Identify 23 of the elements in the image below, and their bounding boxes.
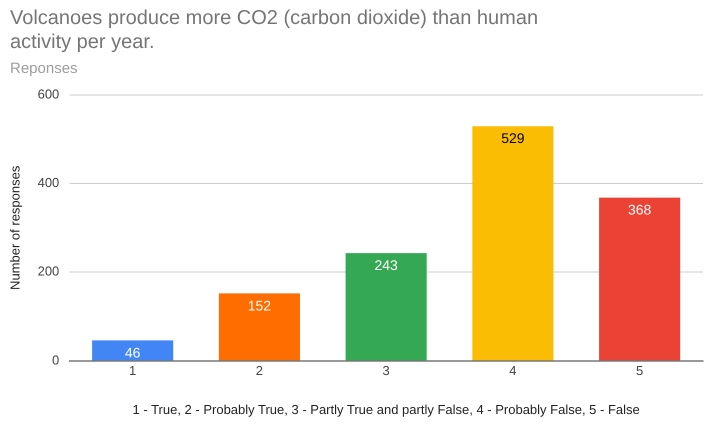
x-tick-label: 3	[382, 363, 390, 378]
bar	[346, 253, 427, 360]
data-label: 529	[501, 130, 525, 146]
chart-subtitle: Reponses	[9, 59, 79, 77]
data-label: 152	[248, 297, 272, 314]
x-tick-label: 4	[509, 363, 517, 378]
y-tick-label: 200	[38, 264, 60, 279]
y-tick-label: 400	[38, 175, 60, 190]
bar	[218, 293, 300, 360]
y-tick-label: 600	[38, 86, 60, 102]
chart-title: Volcanoes produce more CO2 (carbon dioxide) than human activity per year.	[9, 6, 540, 54]
data-label: 46	[124, 344, 141, 360]
x-tick-label: 5	[636, 363, 644, 378]
bar	[92, 340, 174, 360]
bar	[599, 198, 680, 360]
x-tick-label: 1	[129, 363, 136, 378]
bar	[472, 126, 554, 360]
y-tick-label: 0	[52, 352, 60, 368]
y-axis-title: Number of responses	[7, 165, 22, 290]
data-label: 368	[628, 202, 652, 218]
data-label: 243	[374, 256, 398, 273]
x-tick-label: 2	[256, 363, 264, 378]
x-axis-title: 1 - True, 2 - Probably True, 3 - Partly True and partly False, 4 - Probably False, 5 - False	[132, 402, 640, 417]
